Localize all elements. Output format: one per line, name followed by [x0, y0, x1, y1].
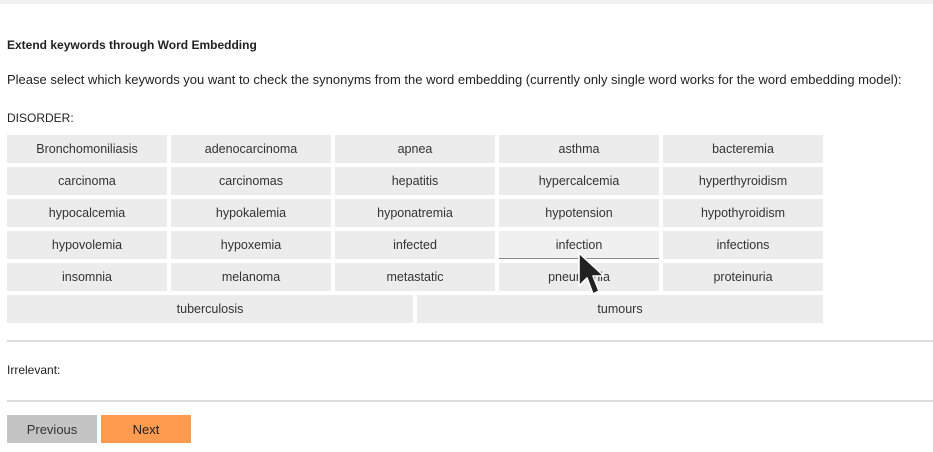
- keyword-button-tumours[interactable]: tumours: [417, 295, 823, 323]
- keyword-button-hypovolemia[interactable]: hypovolemia: [7, 231, 167, 259]
- keyword-grid: Bronchomoniliasis adenocarcinoma apnea asth…: [7, 135, 823, 327]
- keyword-button-hypokalemia[interactable]: hypokalemia: [171, 199, 331, 227]
- keyword-row: carcinoma carcinomas hepatitis hypercalcemi…: [7, 167, 823, 195]
- keyword-button-infections[interactable]: infections: [663, 231, 823, 259]
- keyword-button-asthma[interactable]: asthma: [499, 135, 659, 163]
- keyword-button-hyponatremia[interactable]: hyponatremia: [335, 199, 495, 227]
- keyword-row: hypovolemia hypoxemia infected infection inf…: [7, 231, 823, 259]
- keyword-row: insomnia melanoma metastatic pneumonia prote…: [7, 263, 823, 291]
- keyword-button-adenocarcinoma[interactable]: adenocarcinoma: [171, 135, 331, 163]
- keyword-button-metastatic[interactable]: metastatic: [335, 263, 495, 291]
- keyword-button-melanoma[interactable]: melanoma: [171, 263, 331, 291]
- keyword-button-carcinomas[interactable]: carcinomas: [171, 167, 331, 195]
- instructions-text: Please select which keywords you want to…: [7, 72, 902, 87]
- divider: [7, 340, 933, 342]
- top-strip: [0, 0, 933, 4]
- keyword-row: hypocalcemia hypokalemia hyponatremia hypot…: [7, 199, 823, 227]
- keyword-button-hypoxemia[interactable]: hypoxemia: [171, 231, 331, 259]
- next-button[interactable]: Next: [101, 415, 191, 443]
- keyword-button-hepatitis[interactable]: hepatitis: [335, 167, 495, 195]
- divider: [7, 400, 933, 402]
- keyword-button-hyperthyroidism[interactable]: hyperthyroidism: [663, 167, 823, 195]
- keyword-button-infection[interactable]: infection: [499, 231, 659, 259]
- keyword-button-tuberculosis[interactable]: tuberculosis: [7, 295, 413, 323]
- keyword-button-infected[interactable]: infected: [335, 231, 495, 259]
- keyword-button-proteinuria[interactable]: proteinuria: [663, 263, 823, 291]
- section-heading: Extend keywords through Word Embedding: [7, 38, 257, 52]
- previous-button[interactable]: Previous: [7, 415, 97, 443]
- keyword-button-hypercalcemia[interactable]: hypercalcemia: [499, 167, 659, 195]
- keyword-button-pneumonia[interactable]: pneumonia: [499, 263, 659, 291]
- keyword-row: tuberculosis tumours: [7, 295, 823, 323]
- irrelevant-label: Irrelevant:: [7, 363, 61, 377]
- keyword-button-hypotension[interactable]: hypotension: [499, 199, 659, 227]
- keyword-row: Bronchomoniliasis adenocarcinoma apnea asth…: [7, 135, 823, 163]
- keyword-button-bacteremia[interactable]: bacteremia: [663, 135, 823, 163]
- keyword-button-hypocalcemia[interactable]: hypocalcemia: [7, 199, 167, 227]
- category-label: DISORDER:: [7, 111, 74, 125]
- keyword-button-carcinoma[interactable]: carcinoma: [7, 167, 167, 195]
- keyword-button-apnea[interactable]: apnea: [335, 135, 495, 163]
- keyword-button-insomnia[interactable]: insomnia: [7, 263, 167, 291]
- keyword-button-bronchomoniliasis[interactable]: Bronchomoniliasis: [7, 135, 167, 163]
- keyword-button-hypothyroidism[interactable]: hypothyroidism: [663, 199, 823, 227]
